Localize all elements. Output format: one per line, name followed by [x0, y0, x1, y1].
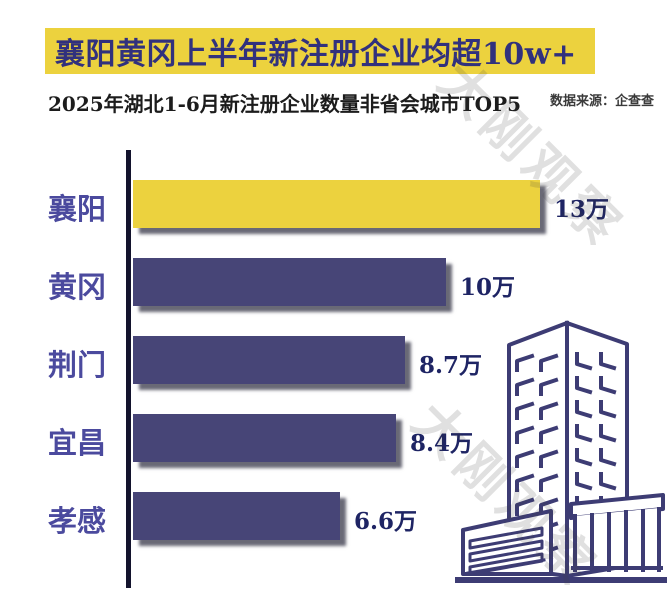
window-mark — [515, 473, 535, 492]
category-label: 黄冈 — [48, 270, 107, 304]
building-right-annex-roof — [569, 493, 665, 520]
category-label: 宜昌 — [48, 426, 107, 460]
window-mark — [515, 353, 535, 372]
value-label: 8.4万 — [410, 430, 474, 457]
title-banner: 襄阳黄冈上半年新注册企业均超10w+ — [45, 28, 595, 74]
window-mark — [539, 425, 559, 444]
building-icon — [455, 320, 667, 583]
window-mark — [599, 376, 617, 395]
value-label: 13万 — [554, 196, 610, 223]
window-mark — [539, 449, 559, 468]
bar-1 — [133, 180, 540, 228]
window-mark — [515, 401, 535, 420]
value-label: 8.7万 — [419, 352, 483, 379]
window-mark — [539, 377, 559, 396]
window-mark — [599, 400, 617, 419]
value-label: 6.6万 — [354, 508, 418, 535]
window-mark — [599, 448, 617, 467]
window-mark — [599, 424, 617, 443]
annex-slat — [468, 539, 544, 563]
window-mark — [575, 376, 593, 395]
chart-subtitle: 2025年湖北1-6月新注册企业数量非省会城市TOP5 — [48, 92, 522, 116]
bar-4 — [133, 414, 396, 462]
data-source-label: 数据来源：企查查 — [549, 94, 654, 109]
window-mark — [539, 497, 559, 516]
building-right-annex-body — [575, 508, 659, 570]
bar-chart: 襄阳 13万黄冈 10万荆门 8.7万宜昌 8.4万孝感 6.6万 — [0, 150, 667, 600]
window-mark — [599, 472, 617, 491]
bar-5 — [133, 492, 340, 540]
window-mark — [515, 377, 535, 396]
category-label: 襄阳 — [48, 192, 107, 226]
annex-base-line — [466, 558, 546, 575]
category-label: 荆门 — [48, 348, 107, 382]
bar-3 — [133, 336, 405, 384]
annex-slat — [468, 526, 544, 550]
window-mark — [599, 352, 617, 371]
category-label: 孝感 — [48, 504, 107, 538]
window-mark — [575, 400, 593, 419]
window-mark — [575, 352, 593, 371]
window-mark — [575, 472, 593, 491]
window-mark — [515, 425, 535, 444]
window-mark — [539, 353, 559, 372]
window-mark — [575, 424, 593, 443]
y-axis-line — [126, 150, 131, 588]
page-title: 襄阳黄冈上半年新注册企业均超10w+ — [55, 37, 577, 72]
building-right-face — [564, 320, 629, 579]
bar-2 — [133, 258, 446, 306]
value-label: 10万 — [460, 274, 516, 301]
window-mark — [515, 497, 535, 516]
window-mark — [539, 401, 559, 420]
window-mark — [515, 449, 535, 468]
window-mark — [539, 473, 559, 492]
annex-pillars — [573, 507, 661, 572]
window-mark — [575, 448, 593, 467]
